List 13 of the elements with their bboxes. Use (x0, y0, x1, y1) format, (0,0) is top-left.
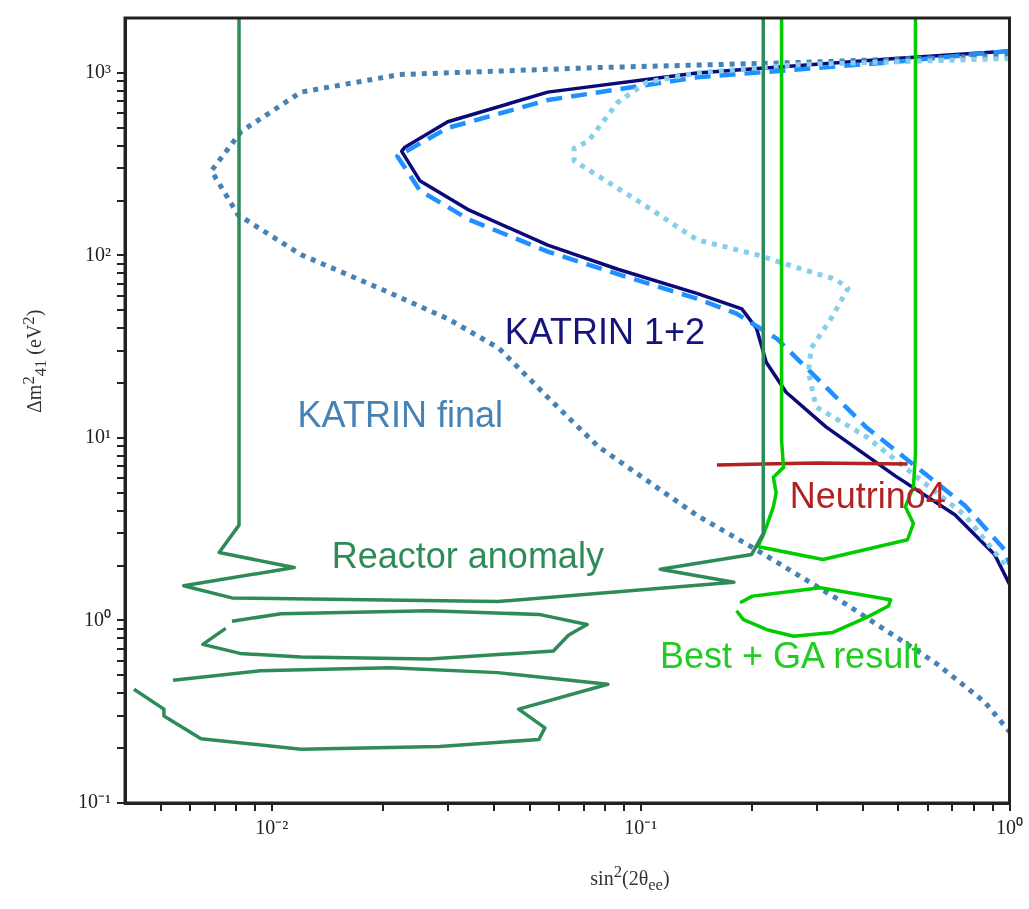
y-tick-label: 10¹ (85, 425, 111, 448)
y-tick-label: 10² (85, 242, 111, 265)
x-tick-label: 10⁻² (255, 816, 289, 839)
text: Best + GA result (660, 635, 922, 677)
y-tick-label: 10³ (85, 60, 111, 83)
x-tick-label: 10⁰ (996, 816, 1023, 839)
y-tick-label: 10⁰ (84, 607, 111, 630)
series-label: KATRIN 1+2 (504, 311, 706, 353)
x-tick-label: 10⁻¹ (624, 816, 658, 839)
y-tick-label: 10⁻¹ (78, 790, 111, 813)
series-label: KATRIN final (297, 394, 503, 436)
x-axis-title: sin$^{2}$(2θ$_{ee}$) (589, 862, 671, 895)
series-label: Reactor anomaly (331, 534, 604, 576)
